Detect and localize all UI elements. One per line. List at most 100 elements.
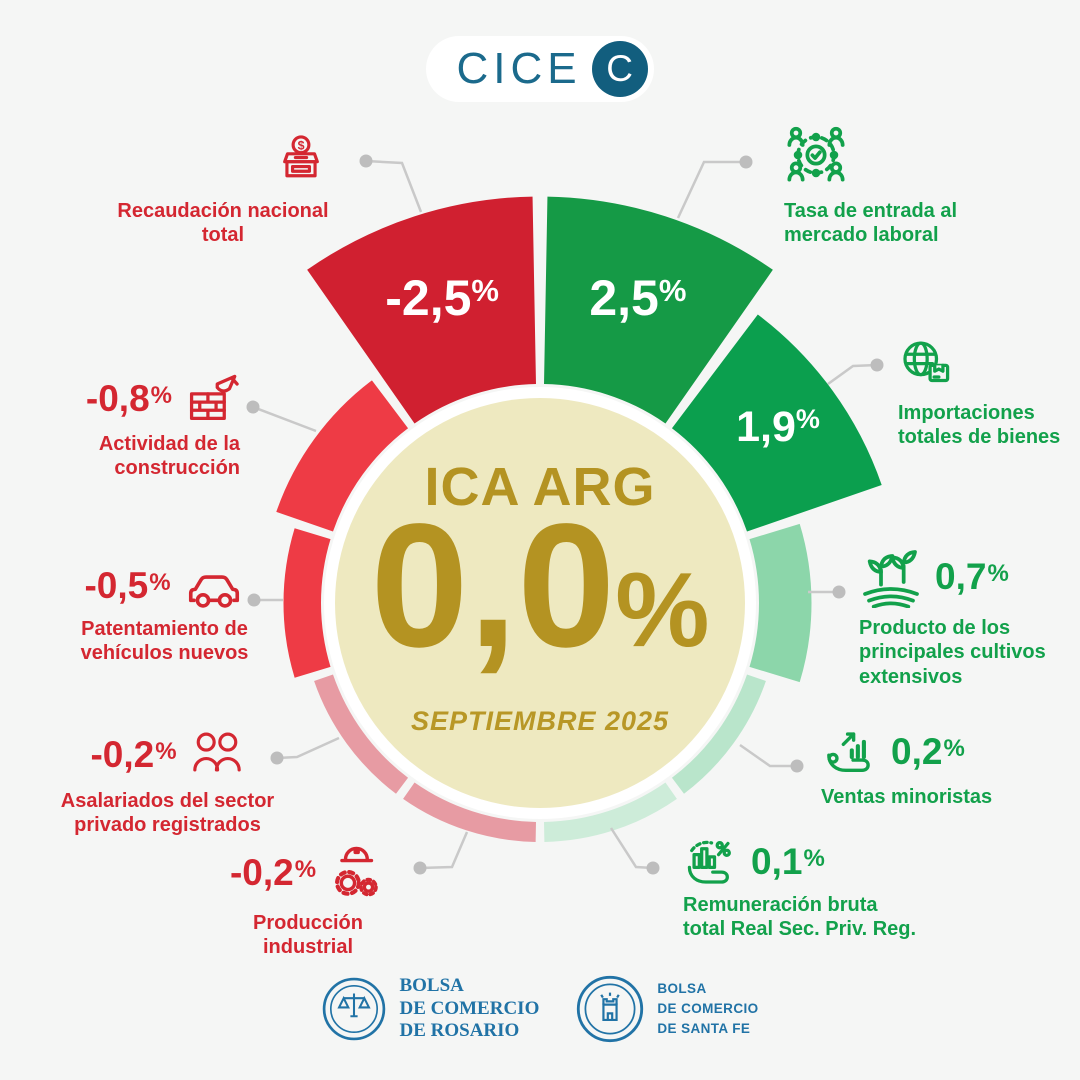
connector-actividad-construccion bbox=[252, 405, 317, 433]
indicator-value-row: -0,8% bbox=[86, 370, 240, 426]
bolsa-rosario-logo: BOLSA DE COMERCIO DE ROSARIO bbox=[321, 975, 539, 1042]
car-icon bbox=[183, 562, 245, 609]
indicator-label-line: Importaciones bbox=[898, 402, 1035, 424]
center-circle bbox=[335, 398, 745, 808]
segment-value-recaudacion-nacional-total: -2,5% bbox=[385, 270, 499, 326]
indicator-label: Actividad de la construcción bbox=[99, 432, 240, 481]
cicec-logo: CICE C bbox=[426, 36, 654, 102]
indicator-ventas-minoristas: 0,2% Ventas minoristas bbox=[821, 725, 1031, 809]
indicator-label: Producto de los principales cultivos ext… bbox=[859, 616, 1080, 689]
indicator-label: Asalariados del sector privado registrad… bbox=[61, 789, 274, 838]
indicator-value: 0,1% bbox=[751, 840, 825, 882]
indicator-value: -0,2% bbox=[90, 733, 177, 775]
hand-chart-icon bbox=[821, 725, 879, 777]
indicator-tasa-entrada-laboral: Tasa de entrada al mercado laboral bbox=[784, 123, 1004, 248]
segment-tasa-entrada-mercado-laboral bbox=[544, 196, 773, 424]
connector-dot-asalariados-sector-privado bbox=[270, 751, 284, 765]
people-network-icon bbox=[784, 123, 1004, 187]
bricks-trowel-icon bbox=[184, 370, 240, 426]
indicator-label: Importaciones totales de bienes bbox=[898, 401, 1080, 450]
indicator-label-line: privado registrados bbox=[74, 814, 261, 837]
segment-value-tasa-entrada-mercado-laboral: 2,5% bbox=[589, 270, 686, 326]
indicator-value-row: -0,5% bbox=[84, 562, 244, 609]
connector-dot-cultivos-extensivos bbox=[832, 585, 846, 599]
footer: BOLSA DE COMERCIO DE ROSARIO BOLSA DE CO… bbox=[0, 974, 1080, 1044]
hand-percent-icon bbox=[683, 835, 739, 887]
indicator-patentamiento-vehiculos: -0,5% Patentamiento de vehículos nuevos bbox=[57, 562, 272, 666]
indicator-label-line: Patentamiento de bbox=[81, 618, 248, 640]
segment-ventas-minoristas bbox=[671, 674, 766, 794]
indicator-label: Tasa de entrada al mercado laboral bbox=[784, 199, 1004, 248]
connector-ventas-minoristas bbox=[739, 743, 797, 768]
logo-badge-circle: C bbox=[591, 41, 648, 97]
bolsa-santafe-logo: BOLSA DE COMERCIO DE SANTA FE bbox=[575, 974, 758, 1044]
connector-dot-produccion-industrial bbox=[413, 861, 427, 875]
svg-text:$: $ bbox=[298, 138, 305, 152]
indicator-label-line: Asalariados del sector bbox=[60, 790, 275, 812]
connector-importaciones-totales-bienes bbox=[827, 363, 878, 386]
indicator-label-line: Producción industrial bbox=[252, 912, 363, 959]
indicator-remuneracion-bruta: 0,1% Remuneración bruta total Real Sec. … bbox=[683, 835, 931, 942]
bolsa-santafe-seal-icon bbox=[575, 974, 645, 1044]
segment-produccion-industrial bbox=[403, 782, 536, 842]
indicator-cultivos-extensivos: 0,7% Producto de los principales cultivo… bbox=[859, 544, 1080, 689]
indicator-importaciones-bienes: Importaciones totales de bienes bbox=[898, 337, 1080, 450]
indicator-label: Producción industrial bbox=[208, 911, 408, 960]
helmet-gears-icon bbox=[328, 843, 386, 901]
segment-importaciones-totales-bienes bbox=[671, 314, 882, 532]
indicator-label-line: principales cultivos bbox=[859, 641, 1046, 664]
center-period-label: SEPTIEMBRE 2025 bbox=[410, 706, 670, 736]
indicator-recaudacion-nacional-total: $ Recaudación nacional total bbox=[98, 133, 348, 248]
segment-value-importaciones-totales-bienes: 1,9% bbox=[736, 403, 820, 451]
connector-dot-importaciones-totales-bienes bbox=[870, 358, 884, 372]
connector-dot-tasa-entrada-mercado-laboral bbox=[739, 155, 753, 169]
indicator-label-line: totales de bienes bbox=[898, 426, 1061, 449]
indicator-produccion-industrial: -0,2% Producción industrial bbox=[208, 843, 408, 960]
indicator-label: Ventas minoristas bbox=[821, 785, 1031, 809]
indicator-value: -0,2% bbox=[229, 851, 317, 893]
segment-asalariados-sector-privado bbox=[314, 674, 409, 794]
indicator-label: Recaudación nacional total bbox=[98, 199, 348, 248]
two-people-icon bbox=[189, 729, 245, 779]
header: CICE C bbox=[0, 36, 1080, 102]
indicator-value-row: 0,2% bbox=[821, 725, 1031, 777]
indicator-label-line: Remuneración bruta bbox=[683, 894, 878, 916]
center-value-percent-sign: % bbox=[615, 551, 710, 669]
indicator-label-line: Actividad de la bbox=[98, 433, 240, 455]
connector-dot-actividad-construccion bbox=[246, 400, 260, 414]
bolsa-santafe-text: BOLSA DE COMERCIO DE SANTA FE bbox=[657, 980, 759, 1037]
indicator-value: 0,2% bbox=[891, 730, 965, 772]
segment-recaudacion-nacional-total bbox=[307, 196, 536, 424]
indicator-label: Patentamiento de vehículos nuevos bbox=[81, 617, 249, 666]
connector-tasa-entrada-mercado-laboral bbox=[676, 160, 746, 219]
indicator-value: -0,8% bbox=[85, 377, 172, 419]
indicator-label-line: mercado laboral bbox=[784, 224, 939, 247]
connector-recaudacion-nacional-total bbox=[365, 159, 423, 213]
crops-icon bbox=[859, 544, 923, 608]
connector-produccion-industrial bbox=[419, 831, 469, 870]
indicator-label-line: Recaudación nacional total bbox=[117, 200, 329, 247]
connector-dot-patentamiento-vehiculos-nuevos bbox=[247, 593, 261, 607]
indicator-value-row: 0,1% bbox=[683, 835, 931, 887]
center-index-title: ICA ARG bbox=[424, 457, 656, 517]
globe-package-icon bbox=[898, 337, 1080, 389]
indicator-label-line: Ventas minoristas bbox=[821, 786, 993, 808]
indicator-label: Remuneración bruta total Real Sec. Priv.… bbox=[683, 893, 931, 942]
indicator-label-line: Producto de los bbox=[859, 617, 1011, 639]
indicator-label-line: Tasa de entrada al bbox=[784, 200, 958, 222]
indicator-asalariados-privados: -0,2% Asalariados del sector privado reg… bbox=[50, 729, 285, 838]
indicator-value: -0,5% bbox=[84, 565, 171, 606]
segment-patentamiento-vehiculos-nuevos bbox=[283, 528, 331, 678]
indicator-actividad-construccion: -0,8% Actividad de la construcción bbox=[60, 370, 240, 481]
indicator-value: 0,7% bbox=[935, 555, 1009, 597]
bolsa-rosario-text: BOLSA DE COMERCIO DE ROSARIO bbox=[399, 975, 540, 1042]
bolsa-rosario-seal-icon bbox=[321, 976, 387, 1042]
logo-badge-letter: C bbox=[606, 48, 633, 89]
connector-asalariados-sector-privado bbox=[276, 736, 340, 760]
indicator-value-row: -0,2% bbox=[230, 843, 386, 901]
connector-dot-ventas-minoristas bbox=[790, 759, 804, 773]
indicator-value-row: 0,7% bbox=[859, 544, 1080, 608]
indicator-label-line: vehículos nuevos bbox=[80, 642, 249, 665]
